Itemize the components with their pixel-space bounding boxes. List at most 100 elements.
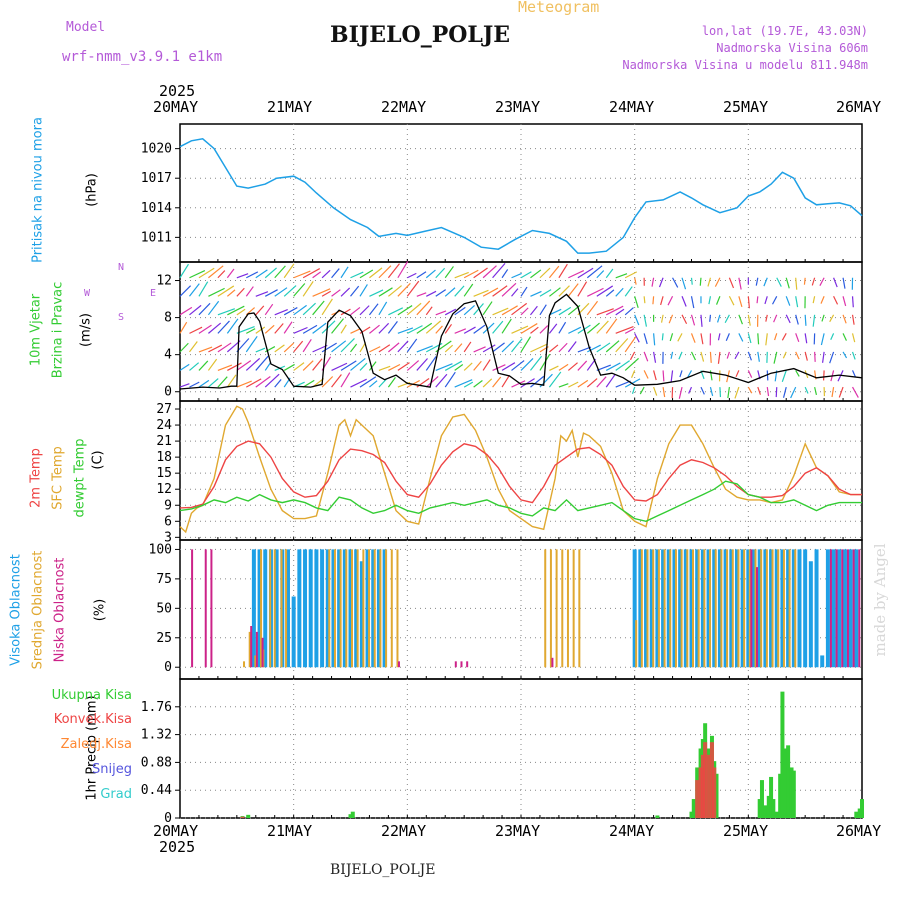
footer-station: BIJELO_POLJE [330, 862, 436, 878]
wind-arrow-409 [643, 296, 646, 304]
wind-arrow-212 [821, 351, 825, 363]
precip-bar-0-22 [778, 773, 783, 818]
wind-arrow-270 [690, 333, 696, 343]
wind-arrow-232 [331, 318, 344, 334]
wind-arrow-108 [520, 357, 534, 371]
wind-arrow-453 [378, 265, 392, 279]
wind-arrow-314 [425, 306, 433, 316]
wind-arrow-147 [208, 344, 223, 353]
wind-arrow-435 [208, 265, 224, 279]
wind-arrow-167 [397, 340, 409, 353]
wind-arrow-29 [454, 379, 473, 388]
wind-arrow-134 [766, 370, 769, 381]
wind-arrow-119 [624, 357, 639, 371]
wind-arrow-218 [198, 324, 212, 334]
wind-arrow-271 [700, 333, 704, 345]
wind-arrow-455 [397, 261, 409, 279]
wind-arrow-59 [734, 386, 740, 399]
date-bottom-5: 25MAY [723, 822, 769, 840]
wind-arrow-201 [717, 351, 721, 364]
wind-arrow-154 [274, 344, 285, 353]
wind-arrow-456 [407, 272, 417, 279]
wind-arrow-378 [350, 285, 360, 297]
wind-arrow-468 [520, 271, 532, 279]
wind-arrow-13 [302, 379, 315, 388]
wind-arrow-360 [179, 285, 192, 297]
wind-arrow-393 [492, 285, 508, 297]
wind-arrow-450 [350, 271, 364, 279]
precip-bar-1-1 [695, 780, 700, 818]
wind-arrow-326 [539, 304, 547, 316]
wind-arrow-289 [189, 304, 202, 316]
wind-arrow-245 [454, 328, 467, 334]
precip-bar-0-17 [763, 805, 768, 818]
wind-arrow-83 [283, 363, 295, 371]
ytick-label-temp-3: 18 [156, 450, 172, 465]
wind-arrow-21 [378, 378, 387, 388]
wind-arrow-109 [529, 355, 543, 371]
wind-arrow-488 [707, 277, 712, 287]
wind-arrow-107 [511, 360, 525, 371]
ytick-label-precip-2: 0.88 [141, 755, 172, 770]
wind-arrow-362 [198, 281, 209, 297]
date-bottom-2: 22MAY [381, 822, 427, 840]
wind-arrow-382 [388, 285, 402, 297]
wind-arrow-487 [699, 277, 702, 286]
precip-bar-1-0 [240, 816, 245, 818]
wind-arrow-26 [425, 375, 439, 388]
legend-convective: Konvek.Kisa [53, 712, 132, 727]
ytick-label-temp-2: 21 [156, 434, 172, 449]
wind-arrow-496 [785, 277, 790, 289]
wind-arrow-247 [473, 324, 486, 334]
wind-arrow-80 [255, 355, 269, 371]
wind-arrow-169 [416, 345, 433, 353]
wind-arrow-479 [624, 271, 638, 279]
wind-arrow-439 [246, 271, 259, 279]
precip-bar-1-2 [698, 767, 703, 818]
wind-arrow-297 [264, 303, 274, 316]
wind-arrow-132 [747, 370, 753, 378]
wind-arrow-430 [842, 296, 847, 307]
ytick-label-pressure-1: 1017 [141, 171, 172, 186]
wind-arrow-351 [773, 314, 778, 323]
wind-arrow-100 [444, 360, 463, 371]
wind-arrow-294 [236, 308, 246, 316]
wind-arrow-31 [473, 380, 483, 388]
wind-arrow-397 [530, 290, 542, 297]
wind-arrow-145 [188, 341, 198, 353]
wind-arrow-325 [530, 305, 538, 316]
wind-arrow-306 [350, 306, 361, 316]
wind-arrow-92 [368, 361, 377, 371]
wind-arrow-387 [435, 289, 447, 297]
wind-arrow-400 [558, 285, 570, 297]
wind-arrow-353 [795, 314, 799, 325]
wind-arrow-94 [388, 363, 401, 371]
wind-arrow-249 [492, 320, 504, 334]
wind-arrow-401 [567, 283, 579, 297]
wind-arrow-178 [501, 340, 514, 353]
wind-arrow-372 [293, 283, 306, 297]
wind-arrow-423 [771, 296, 778, 305]
wind-arrow-357 [829, 314, 835, 323]
date-top-3: 23MAY [495, 98, 541, 116]
wind-arrow-1 [189, 381, 200, 388]
wind-arrow-313 [416, 300, 431, 316]
precip-bar-1-3 [700, 754, 705, 818]
wind-arrow-434 [198, 267, 215, 279]
wind-arrow-484 [672, 277, 679, 288]
wind-arrow-316 [444, 308, 457, 316]
wind-arrow-79 [245, 357, 261, 371]
wind-arrow-56 [709, 386, 714, 396]
wind-arrow-359 [851, 314, 855, 325]
wind-arrow-44 [596, 376, 607, 388]
wind-arrow-250 [501, 318, 512, 334]
precip-bar-0-25 [786, 745, 791, 818]
wind-arrow-0 [179, 383, 190, 388]
wind-arrow-2 [198, 379, 210, 388]
ytick-label-temp-4: 15 [156, 466, 172, 481]
wind-arrow-6 [236, 380, 252, 388]
wind-arrow-406 [615, 287, 624, 297]
wind-arrow-352 [785, 314, 791, 324]
wind-arrow-257 [568, 326, 582, 334]
wind-arrow-478 [615, 273, 628, 279]
